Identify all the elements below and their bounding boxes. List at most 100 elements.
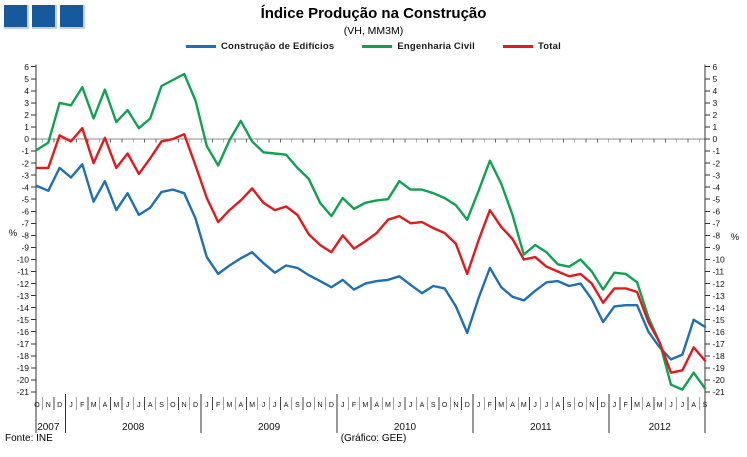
x-axis-month-label: N — [589, 402, 594, 409]
x-axis-month-label: O — [306, 402, 312, 409]
y-axis-label-right: -15 — [713, 315, 726, 325]
x-axis-year-label: 2011 — [530, 422, 552, 433]
y-axis-label-left: -20 — [17, 375, 30, 385]
x-axis-month-label: S — [703, 402, 708, 409]
x-axis-month-label: M — [498, 402, 504, 409]
y-axis-label-right: -9 — [713, 243, 721, 253]
y-axis-label-right: 4 — [713, 86, 718, 96]
y-axis-label-right: -12 — [713, 279, 726, 289]
legend-label-total: Total — [537, 41, 561, 52]
x-axis-month-label: F — [352, 402, 356, 409]
footer-source: Fonte: INE — [5, 433, 53, 444]
logo-square-1 — [4, 5, 29, 29]
y-axis-label-right: 5 — [713, 74, 718, 84]
x-axis-month-label: M — [227, 402, 233, 409]
x-axis-month-label: D — [193, 402, 198, 409]
y-axis-label-right: 6 — [713, 62, 718, 72]
y-axis-label-left: -10 — [17, 255, 30, 265]
series-line-total — [35, 126, 707, 374]
x-axis-month-label: J — [545, 402, 549, 409]
x-axis-month-label: J — [409, 402, 413, 409]
x-axis-month-label: F — [80, 402, 84, 409]
x-axis-month-label: A — [555, 402, 560, 409]
y-axis-label-left: -1 — [21, 146, 29, 156]
x-axis-month-label: D — [465, 402, 470, 409]
x-axis-month-label: N — [182, 402, 187, 409]
y-axis-label-left: 1 — [24, 122, 29, 132]
y-axis-label-left: -6 — [21, 206, 29, 216]
y-axis-label-left: -4 — [21, 182, 29, 192]
x-axis-month-label: D — [329, 402, 334, 409]
x-axis-month-label: J — [262, 402, 266, 409]
x-axis-month-label: M — [91, 402, 97, 409]
x-axis-month-label: N — [453, 402, 458, 409]
x-axis-month-label: O — [578, 402, 584, 409]
y-axis-label-left: -7 — [21, 219, 29, 229]
y-axis-label-left: -15 — [17, 315, 30, 325]
x-axis-month-label: J — [273, 402, 277, 409]
y-axis-label-left: 0 — [24, 134, 29, 144]
x-axis-month-label: J — [126, 402, 130, 409]
x-axis-month-label: J — [533, 402, 537, 409]
y-axis-label-left: -19 — [17, 363, 30, 373]
y-axis-label-right: -21 — [713, 387, 726, 397]
y-axis-label-right: 2 — [713, 110, 718, 120]
x-axis-month-label: M — [634, 402, 640, 409]
x-axis-month-label: S — [159, 402, 164, 409]
legend-item-construcao-de-edificios: Construção de Edifícios — [186, 41, 334, 52]
y-axis-label-left: 5 — [24, 74, 29, 84]
y-axis-label-left: -5 — [21, 194, 29, 204]
x-axis-month-label: O — [170, 402, 176, 409]
y-axis-label-right: -2 — [713, 158, 721, 168]
x-axis-month-label: A — [284, 402, 289, 409]
y-axis-label-right: -11 — [713, 267, 725, 277]
y-axis-label-left: -14 — [17, 303, 30, 313]
page-title: Índice Produção na Construção — [260, 5, 487, 22]
y-axis-label-left: 2 — [24, 110, 29, 120]
legend-item-engenharia-civil: Engenharia Civil — [362, 41, 475, 52]
x-axis-month-label: A — [148, 402, 153, 409]
y-axis-label-right: -17 — [713, 339, 726, 349]
x-axis-month-label: M — [521, 402, 527, 409]
x-axis-month-label: S — [431, 402, 436, 409]
x-axis-month-label: J — [341, 402, 345, 409]
y-axis-label-right: -1 — [713, 146, 721, 156]
y-axis-label-left: 6 — [24, 62, 29, 72]
logo — [4, 5, 85, 29]
footer-credit: (Gráfico: GEE) — [340, 433, 407, 444]
x-axis-month-label: A — [420, 402, 425, 409]
legend-swatch-construcao-de-edificios — [186, 45, 216, 48]
y-axis-label-left: -17 — [17, 339, 30, 349]
y-axis-label-right: -5 — [713, 194, 721, 204]
legend-label-engenharia-civil: Engenharia Civil — [397, 41, 475, 52]
x-axis-year-label: 2008 — [122, 422, 145, 433]
y-axis-label-right: -4 — [713, 182, 721, 192]
logo-square-3 — [60, 5, 85, 29]
x-axis-month-label: S — [295, 402, 300, 409]
x-axis-year-label: 2012 — [649, 422, 672, 433]
y-axis-label-right: -19 — [713, 363, 726, 373]
y-axis-label-right: -8 — [713, 231, 721, 241]
page-subtitle: (VH, MM3M) — [343, 25, 404, 37]
y-axis-unit-right: % — [731, 232, 740, 243]
x-axis-month-label: F — [624, 402, 628, 409]
x-axis-month-label: M — [113, 402, 119, 409]
x-axis-month-label: J — [398, 402, 402, 409]
y-axis-label-right: -16 — [713, 327, 726, 337]
series-line-engenharia-civil — [35, 72, 707, 391]
y-axis-label-right: 1 — [713, 122, 718, 132]
x-axis-month-label: J — [681, 402, 685, 409]
x-axis-month-label: A — [374, 402, 379, 409]
y-axis-label-left: -9 — [21, 243, 29, 253]
x-axis-month-label: F — [216, 402, 220, 409]
y-axis-label-right: -6 — [713, 206, 721, 216]
y-axis-label-left: -11 — [17, 267, 29, 277]
x-axis-month-label: J — [205, 402, 209, 409]
logo-square-2 — [32, 5, 57, 29]
x-axis-month-label: A — [103, 402, 108, 409]
legend-label-construcao-de-edificios: Construção de Edifícios — [221, 41, 335, 52]
x-axis-month-label: A — [646, 402, 651, 409]
x-axis-month-label: A — [238, 402, 243, 409]
